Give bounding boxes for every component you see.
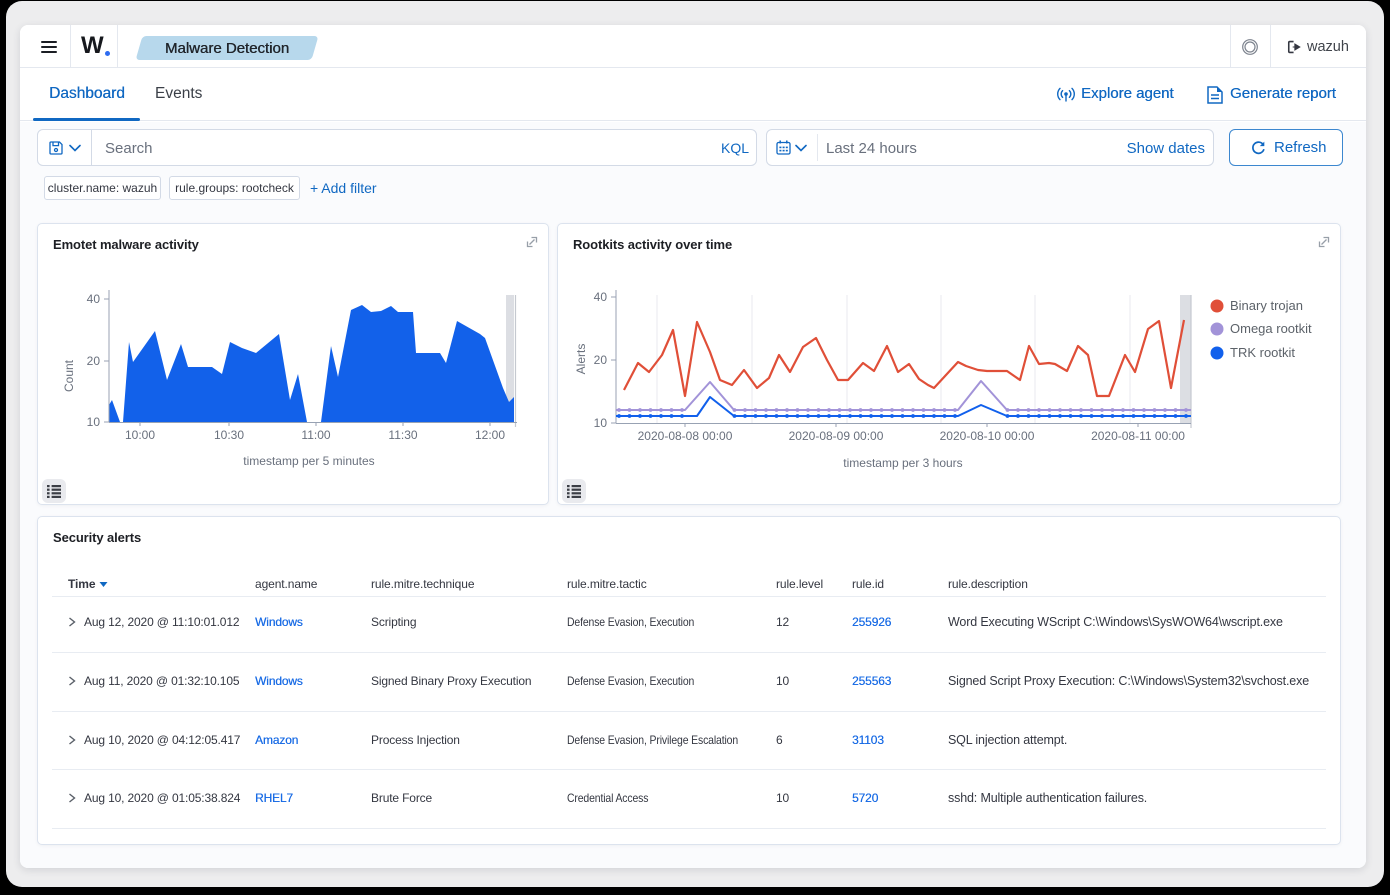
svg-text:2020-08-09 00:00: 2020-08-09 00:00	[789, 429, 884, 443]
svg-text:40: 40	[594, 290, 608, 304]
svg-text:2020-08-10 00:00: 2020-08-10 00:00	[940, 429, 1035, 443]
svg-text:2020-08-11 00:00: 2020-08-11 00:00	[1091, 429, 1185, 443]
svg-text:Count: Count	[62, 359, 76, 392]
svg-text:Omega rootkit: Omega rootkit	[1230, 321, 1312, 336]
svg-text:TRK rootkit: TRK rootkit	[1230, 345, 1295, 360]
svg-text:10: 10	[87, 415, 101, 429]
svg-text:Binary trojan: Binary trojan	[1230, 298, 1303, 313]
svg-text:timestamp per 3 hours: timestamp per 3 hours	[843, 456, 962, 470]
svg-text:20: 20	[87, 354, 101, 368]
svg-text:20: 20	[594, 353, 608, 367]
svg-text:Alerts: Alerts	[574, 344, 588, 375]
svg-text:timestamp per 5 minutes: timestamp per 5 minutes	[243, 454, 374, 468]
svg-text:11:00: 11:00	[301, 428, 330, 442]
svg-text:2020-08-08 00:00: 2020-08-08 00:00	[638, 429, 733, 443]
svg-text:10:00: 10:00	[125, 428, 155, 442]
svg-text:10:30: 10:30	[214, 428, 244, 442]
svg-text:11:30: 11:30	[388, 428, 417, 442]
svg-text:10: 10	[594, 416, 608, 430]
svg-text:40: 40	[87, 292, 101, 306]
svg-text:12:00: 12:00	[475, 428, 505, 442]
